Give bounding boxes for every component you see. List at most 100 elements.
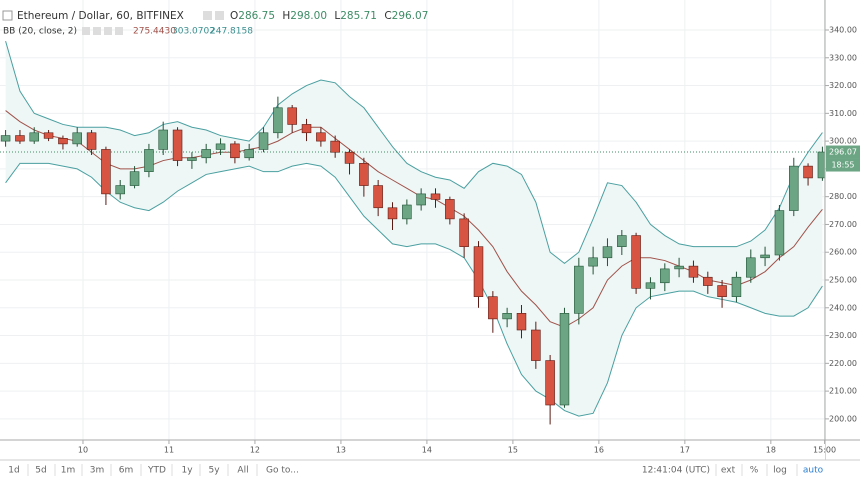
ohlc-value: 285.71: [340, 10, 377, 22]
candle-body: [244, 149, 254, 159]
plot-area: [0, 0, 828, 440]
y-tick-label: 300.00: [829, 137, 857, 146]
candle-body: [617, 235, 627, 247]
candle-body: [674, 265, 684, 270]
indicator-icon[interactable]: [93, 27, 101, 35]
option-button[interactable]: log: [773, 466, 787, 476]
collapse-icon[interactable]: [2, 10, 13, 21]
header-icon[interactable]: [215, 11, 224, 20]
ohlc-legend: O286.75 H298.00 L285.71 C296.07: [230, 10, 428, 22]
candle-body: [789, 165, 799, 211]
candle-body: [258, 132, 269, 150]
y-tick-label: 270.00: [829, 220, 857, 229]
candle-body: [115, 185, 125, 195]
ohlc-label: O: [230, 10, 238, 22]
candle-body: [287, 107, 297, 125]
header: Ethereum / Dollar, 60, BITFINEX O286.75 …: [2, 10, 428, 37]
ohlc-label: C: [384, 10, 391, 22]
range-button[interactable]: 5d: [35, 466, 46, 476]
candle-body: [545, 360, 555, 406]
y-tick-label: 200.00: [829, 414, 857, 423]
candle-body: [574, 265, 584, 314]
indicator-value: 247.8158: [210, 27, 253, 37]
indicator-icon[interactable]: [104, 27, 112, 35]
candle-body: [58, 138, 68, 145]
candle-body: [215, 143, 226, 150]
range-button[interactable]: 1y: [181, 466, 193, 476]
candle-body: [459, 218, 469, 247]
ohlc-label: H: [282, 10, 290, 22]
candle-body: [531, 329, 541, 361]
candle-body: [602, 246, 613, 259]
candle-body: [631, 235, 641, 289]
candle-body: [187, 157, 197, 161]
range-button[interactable]: 5y: [208, 466, 220, 476]
candle-body: [746, 257, 756, 278]
candle-body: [172, 129, 183, 161]
bollinger-lower: [5, 162, 823, 417]
indicator-value: 275.4430: [133, 27, 176, 37]
candle-body: [387, 207, 398, 220]
candle-body: [688, 265, 699, 278]
range-button[interactable]: All: [237, 466, 248, 476]
candle-body: [29, 132, 39, 142]
option-button[interactable]: ext: [721, 466, 736, 476]
range-button[interactable]: 3m: [90, 466, 105, 476]
y-tick-label: 250.00: [829, 276, 857, 285]
x-tick-label: 13: [336, 446, 346, 455]
band-fill: [5, 41, 823, 417]
candle-body: [316, 132, 326, 142]
candle-body: [129, 171, 140, 186]
candle-body: [717, 285, 727, 297]
y-tick-label: 260.00: [829, 248, 857, 257]
x-tick-label: 17: [680, 446, 690, 455]
range-button[interactable]: 6m: [119, 466, 134, 476]
time-axis-panel: [0, 440, 825, 460]
bottom-toolbar: [0, 460, 860, 480]
y-tick-label: 220.00: [829, 359, 857, 368]
range-button[interactable]: YTD: [147, 466, 166, 476]
x-tick-label: 18: [766, 446, 776, 455]
indicator-icon[interactable]: [82, 27, 90, 35]
ohlc-value: 286.75: [238, 10, 275, 22]
indicator-name: BB (20, close, 2): [3, 27, 77, 37]
candle-body: [731, 276, 742, 297]
candle-body: [230, 143, 240, 159]
candle-body: [0, 135, 11, 142]
candle-body: [473, 246, 484, 297]
candle-body: [416, 193, 426, 206]
range-button[interactable]: 1d: [8, 466, 19, 476]
candle-body: [158, 129, 168, 150]
y-tick-label: 330.00: [829, 53, 857, 62]
x-tick-label: 16: [594, 446, 604, 455]
candle-body: [72, 132, 82, 145]
candle-body: [803, 165, 813, 179]
last-price-label: 296.07: [829, 148, 857, 157]
candle-body: [359, 163, 369, 186]
symbol-title: Ethereum / Dollar, 60, BITFINEX: [17, 10, 184, 22]
option-button[interactable]: auto: [803, 466, 824, 476]
candle-body: [502, 313, 512, 320]
candle-body: [774, 210, 785, 256]
indicator-icon[interactable]: [115, 27, 123, 35]
ohlc-value: 298.00: [290, 10, 327, 22]
candle-body: [301, 124, 312, 134]
ohlc-value: 296.07: [392, 10, 429, 22]
countdown-label: 18:55: [831, 161, 854, 170]
indicator-value: 303.0702: [172, 27, 215, 37]
header-icon[interactable]: [203, 11, 212, 20]
bollinger-upper: [5, 40, 823, 264]
goto-button[interactable]: Go to...: [266, 466, 299, 476]
candle-body: [488, 296, 498, 320]
candle-body: [559, 313, 570, 406]
candle-body: [588, 257, 598, 267]
option-button[interactable]: %: [750, 466, 759, 476]
clock: 12:41:04 (UTC): [642, 466, 710, 476]
range-button[interactable]: 1m: [61, 466, 76, 476]
x-tick-label: 14: [422, 446, 432, 455]
candle-body: [445, 199, 455, 220]
x-tick-label: 12: [250, 446, 260, 455]
last-price-box: [826, 145, 860, 159]
y-tick-label: 310.00: [829, 109, 857, 118]
candle-body: [330, 140, 340, 153]
